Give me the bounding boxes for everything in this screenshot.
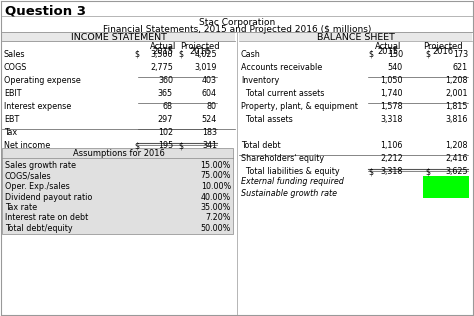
- Text: 173: 173: [453, 50, 468, 59]
- Text: 2016: 2016: [432, 47, 454, 56]
- Text: Interest expense: Interest expense: [4, 102, 71, 111]
- Text: Assumptions for 2016: Assumptions for 2016: [73, 149, 164, 158]
- Text: 10.00%: 10.00%: [201, 182, 231, 191]
- Text: Sales: Sales: [4, 50, 26, 59]
- Text: Sustainable growth rate: Sustainable growth rate: [241, 189, 337, 198]
- Text: 2,416: 2,416: [446, 154, 468, 163]
- Text: $: $: [425, 167, 430, 176]
- Text: Operating expense: Operating expense: [4, 76, 81, 85]
- Text: 75.00%: 75.00%: [201, 172, 231, 180]
- Text: 604: 604: [202, 89, 217, 98]
- Text: Total debt: Total debt: [241, 141, 281, 150]
- Text: Cash: Cash: [241, 50, 261, 59]
- Text: 195: 195: [158, 141, 173, 150]
- Text: 150: 150: [388, 50, 403, 59]
- Text: Projected: Projected: [423, 42, 463, 51]
- Text: 1,106: 1,106: [381, 141, 403, 150]
- Text: 35.00%: 35.00%: [201, 203, 231, 212]
- Text: 403: 403: [202, 76, 217, 85]
- Text: EBT: EBT: [4, 115, 19, 124]
- Text: Tax: Tax: [4, 128, 17, 137]
- Text: 1,815: 1,815: [446, 102, 468, 111]
- Text: 540: 540: [388, 63, 403, 72]
- Text: Actual: Actual: [375, 42, 401, 51]
- Text: $: $: [425, 50, 430, 59]
- Text: 80: 80: [207, 102, 217, 111]
- Text: 341: 341: [202, 141, 217, 150]
- Text: 3,019: 3,019: [194, 63, 217, 72]
- Text: COGS: COGS: [4, 63, 27, 72]
- Bar: [2, 148, 233, 234]
- Text: Total current assets: Total current assets: [241, 89, 324, 98]
- Text: 2016: 2016: [190, 47, 210, 56]
- Text: Total assets: Total assets: [241, 115, 293, 124]
- Text: 621: 621: [453, 63, 468, 72]
- Text: Net income: Net income: [4, 141, 50, 150]
- Text: Total liabilities & equity: Total liabilities & equity: [241, 167, 340, 176]
- Text: 2015: 2015: [153, 47, 173, 56]
- Text: $: $: [178, 50, 183, 59]
- Bar: [2, 32, 235, 41]
- Text: Actual: Actual: [150, 42, 176, 51]
- Text: Projected: Projected: [180, 42, 220, 51]
- Text: 3,816: 3,816: [446, 115, 468, 124]
- Text: 68: 68: [163, 102, 173, 111]
- Text: 2,001: 2,001: [446, 89, 468, 98]
- Text: 3,500: 3,500: [151, 50, 173, 59]
- Text: EBIT: EBIT: [4, 89, 21, 98]
- Text: $: $: [368, 50, 373, 59]
- Text: 40.00%: 40.00%: [201, 192, 231, 202]
- Text: 15.00%: 15.00%: [201, 161, 231, 170]
- Text: 365: 365: [158, 89, 173, 98]
- Text: 2,212: 2,212: [380, 154, 403, 163]
- Text: 297: 297: [158, 115, 173, 124]
- Text: 1,050: 1,050: [381, 76, 403, 85]
- Text: 3,625: 3,625: [446, 167, 468, 176]
- Text: 183: 183: [202, 128, 217, 137]
- Text: Sales growth rate: Sales growth rate: [5, 161, 76, 170]
- Text: 50.00%: 50.00%: [201, 224, 231, 233]
- Text: Dividend payout ratio: Dividend payout ratio: [5, 192, 92, 202]
- Text: Oper. Exp./sales: Oper. Exp./sales: [5, 182, 70, 191]
- Text: COGS/sales: COGS/sales: [5, 172, 52, 180]
- Text: Property, plant, & equipment: Property, plant, & equipment: [241, 102, 358, 111]
- Text: 7.20%: 7.20%: [206, 214, 231, 222]
- Text: 524: 524: [202, 115, 217, 124]
- Text: 2,775: 2,775: [150, 63, 173, 72]
- Text: External funding required: External funding required: [241, 177, 344, 186]
- Text: $: $: [178, 141, 183, 150]
- Text: 3,318: 3,318: [381, 167, 403, 176]
- Text: Interest rate on debt: Interest rate on debt: [5, 214, 88, 222]
- Text: Inventory: Inventory: [241, 76, 279, 85]
- Text: 3,318: 3,318: [381, 115, 403, 124]
- Text: Tax rate: Tax rate: [5, 203, 37, 212]
- Text: 4,025: 4,025: [194, 50, 217, 59]
- Text: Financial Statements, 2015 and Projected 2016 ($ millions): Financial Statements, 2015 and Projected…: [103, 25, 371, 34]
- Text: Total debt/equity: Total debt/equity: [5, 224, 73, 233]
- Text: Shareholders' equity: Shareholders' equity: [241, 154, 324, 163]
- Text: Stac Corporation: Stac Corporation: [199, 18, 275, 27]
- Text: 1,208: 1,208: [446, 141, 468, 150]
- Text: 2015: 2015: [377, 47, 399, 56]
- Text: 360: 360: [158, 76, 173, 85]
- Text: 1,208: 1,208: [446, 76, 468, 85]
- Text: 1,740: 1,740: [381, 89, 403, 98]
- Text: $: $: [368, 167, 373, 176]
- Text: 102: 102: [158, 128, 173, 137]
- Text: Accounts receivable: Accounts receivable: [241, 63, 322, 72]
- Bar: [239, 32, 472, 41]
- Text: $: $: [134, 141, 139, 150]
- Bar: [423, 176, 469, 198]
- Text: 1,578: 1,578: [380, 102, 403, 111]
- Text: Question 3: Question 3: [5, 5, 86, 18]
- Text: INCOME STATEMENT: INCOME STATEMENT: [71, 33, 166, 42]
- Text: BALANCE SHEET: BALANCE SHEET: [317, 33, 394, 42]
- Text: $: $: [134, 50, 139, 59]
